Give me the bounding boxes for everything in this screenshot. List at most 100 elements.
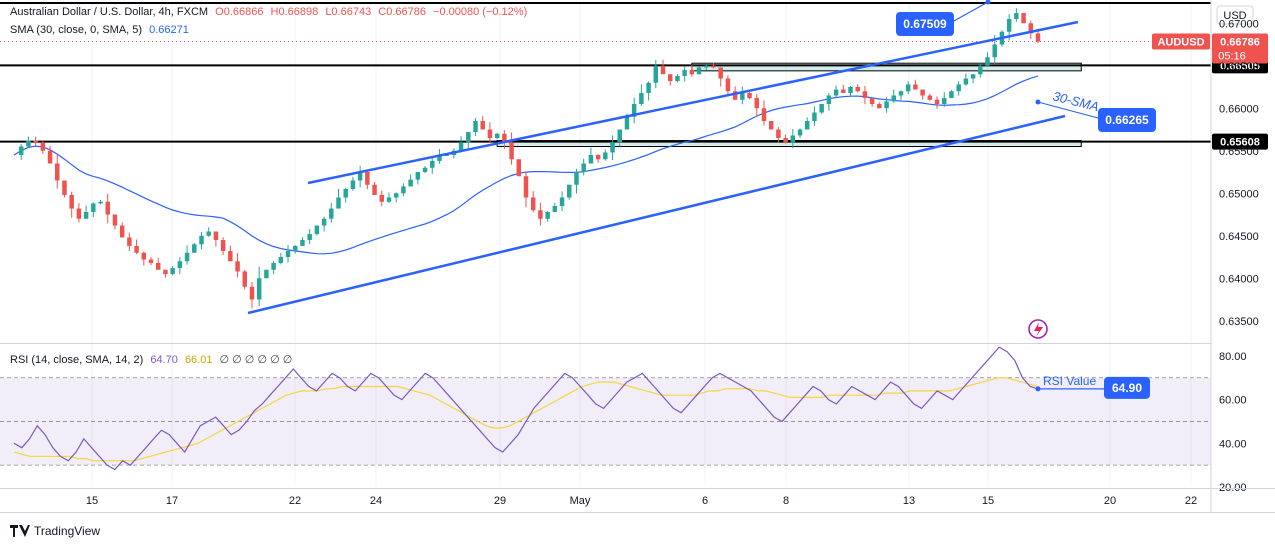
candle-up (942, 98, 947, 104)
rsi-tick-label: 40.00 (1219, 438, 1247, 450)
symbol-title: Australian Dollar / U.S. Dollar, 4h, FXC… (10, 6, 209, 18)
tradingview-brand[interactable]: TradingView (10, 524, 100, 538)
candle-up (812, 112, 817, 121)
candle-up (422, 167, 428, 172)
candle-down (747, 92, 752, 99)
candle-down (148, 259, 154, 263)
ohlc-change: −0.00080 (−0.12%) (433, 6, 528, 18)
candle-up (1014, 13, 1019, 19)
candle-up (199, 235, 204, 245)
candle-down (689, 70, 695, 75)
chart-legend-rsi: RSI (14, close, SMA, 14, 2) 64.70 66.01 … (10, 353, 296, 366)
candle-up (18, 146, 24, 155)
candle-down (934, 99, 940, 104)
candle-up (603, 152, 608, 160)
candle-up (278, 257, 284, 263)
candle-up (545, 211, 550, 219)
candle-down (869, 98, 875, 104)
sma-anchor (1035, 99, 1041, 105)
candle-up (653, 65, 659, 83)
sma-value: 0.66271 (149, 24, 189, 36)
candle-down (516, 159, 522, 177)
current-price-label: 0.66786 (1220, 36, 1260, 48)
candle-down (220, 240, 226, 252)
brand-name: TradingView (34, 524, 101, 538)
candle-up (704, 65, 709, 68)
candle-down (920, 89, 925, 96)
candle-up (300, 240, 305, 246)
candle-down (862, 91, 868, 99)
candle-up (285, 251, 291, 257)
candle-up (264, 269, 269, 279)
currency-box (1216, 5, 1254, 25)
candle-up (401, 186, 406, 194)
candle-down (76, 208, 82, 219)
candle-down (768, 121, 774, 130)
candle-up (949, 91, 954, 99)
candle-up (833, 89, 839, 96)
price-tick-label: 0.64000 (1219, 273, 1259, 285)
candle-up (206, 231, 211, 236)
chart-legend-main: Australian Dollar / U.S. Dollar, 4h, FXC… (10, 6, 531, 18)
time-tick-label: 17 (166, 495, 178, 507)
ohlc-low: L0.66743 (325, 6, 372, 18)
candle-down (105, 201, 110, 215)
candle-up (336, 197, 341, 209)
candle-up (905, 84, 911, 92)
candle-down (913, 84, 918, 90)
candle-up (617, 129, 622, 143)
candle-down (1035, 33, 1041, 42)
candle-up (91, 203, 96, 212)
candle-down (509, 142, 514, 160)
candle-down (33, 140, 38, 143)
candle-up (256, 278, 262, 300)
candle-down (502, 133, 507, 143)
candle-down (841, 89, 846, 93)
candle-up (646, 82, 651, 93)
candle-down (112, 214, 118, 226)
candle-down (365, 172, 370, 185)
candle-up (329, 208, 334, 219)
candle-down (1028, 23, 1034, 34)
candle-down (530, 197, 536, 211)
time-tick-label: 6 (702, 495, 708, 507)
candle-up (415, 172, 421, 180)
candle-up (307, 234, 312, 240)
candle-up (458, 142, 464, 151)
candle-up (884, 101, 889, 109)
candle-up (473, 121, 478, 133)
time-tick-label: 22 (1185, 495, 1197, 507)
lightning-icon (1034, 322, 1043, 337)
sma-annotation-label: 30-SMA (1051, 88, 1100, 114)
candle-down (667, 74, 673, 82)
candle-down (55, 163, 60, 181)
candle-up (588, 155, 594, 164)
candle-up (170, 268, 175, 274)
candle-down (927, 95, 933, 100)
price-tick-label: 0.65000 (1219, 188, 1259, 200)
candle-down (62, 180, 67, 195)
price-tick-label: 0.65500 (1219, 146, 1259, 158)
rsi-callout-box (1104, 376, 1150, 399)
candle-up (444, 155, 449, 156)
callout-leader (951, 1, 989, 23)
rsi-label: RSI (14, close, SMA, 14, 2) (10, 354, 144, 366)
candle-up (177, 261, 183, 269)
candle-down (228, 251, 233, 262)
candle-up (985, 57, 990, 66)
candle-down (127, 237, 132, 246)
candle-up (574, 172, 579, 185)
candle-up (1006, 19, 1012, 32)
ohlc-open: O0.66866 (215, 6, 264, 18)
candle-up (437, 155, 442, 161)
callout-anchor (985, 0, 991, 5)
candle-up (631, 104, 637, 117)
candle-up (790, 135, 796, 143)
candle-down (776, 129, 781, 138)
candle-up (343, 189, 348, 198)
candle-up (494, 133, 500, 138)
candle-up (552, 206, 558, 212)
